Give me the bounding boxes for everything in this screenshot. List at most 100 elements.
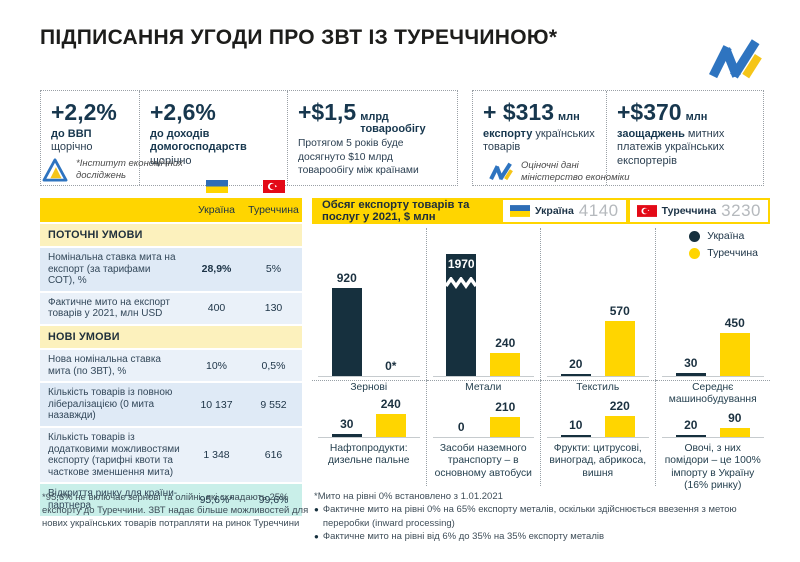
bar-value-label: 240	[380, 397, 401, 412]
ukraine-bar	[560, 373, 591, 376]
ukraine-value: 10%	[205, 359, 227, 372]
bar-group-turkey: 450	[719, 315, 750, 376]
footnote-bullets: ● Фактичне мито на рівні 0% на 65% експор…	[314, 503, 782, 544]
bar-value-label: 0	[457, 420, 465, 434]
table-body: ПОТОЧНІ УМОВИ Номінальна ставка мита на е…	[40, 224, 302, 516]
turkey-dot-icon	[689, 247, 701, 259]
table-section-header: НОВІ УМОВИ	[40, 325, 302, 348]
bar-group-ukraine: 20	[675, 417, 706, 437]
table-section-header: ПОТОЧНІ УМОВИ	[40, 224, 302, 246]
table-header-ukraine: Україна	[197, 204, 236, 216]
stat-customs-savings: +$370 млн заощаджень митних платежів укра…	[606, 91, 763, 185]
bar-value-label: 10	[569, 417, 583, 432]
bar-value-label: 920	[336, 270, 357, 285]
table-header-turkey: Туреччина	[248, 204, 299, 216]
turkey-value: 616	[264, 449, 283, 462]
charts-row-1: 920 0* Зернові 1970 240 Метали 20 570 Текстиль 30…	[312, 228, 771, 405]
chart-plot: 920 0*	[318, 254, 420, 377]
bullet-icon: ●	[314, 532, 319, 542]
stats-group-ministry: + $313 млн експорту українських товарів +…	[472, 90, 764, 186]
bar-group-ukraine: 30	[331, 417, 362, 437]
turkey-value: 99,6%	[258, 493, 289, 506]
stat-value: +$370	[617, 99, 682, 125]
chart-cell: 20 570 Текстиль	[541, 228, 656, 393]
table-row: Фактичне мито на експорт товарів у 2021,…	[40, 292, 302, 324]
total-ukraine-box: Україна 4140	[501, 198, 628, 224]
bar-value-label: 1970	[447, 257, 475, 271]
bar-value-label: 220	[609, 398, 630, 413]
turkey-value: 0,5%	[261, 359, 286, 372]
chart-cell: 0 210 Засоби наземного транспорту – в осно…	[426, 380, 541, 486]
turkey-bar	[719, 332, 750, 376]
ukraine-bar: 1970	[446, 254, 477, 376]
chart-category-label: Метали	[465, 382, 502, 393]
bar-group-turkey: 0*	[376, 359, 406, 376]
bar-value-label: 20	[684, 417, 698, 432]
chart-category-label: Середнє машинобудування	[668, 382, 757, 406]
stat-exports: + $313 млн експорту українських товарів	[483, 99, 595, 154]
bar-value-label: 30	[340, 417, 354, 432]
turkey-bar	[604, 321, 635, 376]
row-label: Відкриття ринку для країни-партнера	[48, 488, 178, 511]
turkey-value: 130	[264, 302, 283, 315]
axis-break-icon	[446, 277, 477, 289]
stat-value: +$1,5	[298, 99, 357, 125]
table-header-row: Україна Туреччина	[40, 198, 302, 222]
chart-category-label: Фрукти: цитрусові, виноград, абрикоса, в…	[549, 443, 647, 479]
table-row: Кількість товарів із повною лібералізаці…	[40, 383, 302, 426]
chart-cell: 20 90 Овочі, з них помідори – це 100% імпо…	[655, 380, 770, 491]
legend-item-ukraine: Україна	[689, 230, 758, 242]
table-header-empty	[40, 198, 188, 222]
turkey-flag-icon	[262, 180, 285, 193]
bullet-icon: ●	[314, 505, 319, 515]
turkey-bar	[490, 353, 521, 376]
bar-value-label: 450	[724, 315, 745, 330]
row-label: Кількість товарів із повною лібералізаці…	[48, 387, 173, 422]
source-ministry: Оціночні дані міністерство економіки	[487, 160, 630, 185]
ukraine-bar	[331, 434, 362, 437]
bar-value-label: 20	[569, 356, 583, 371]
chart-header: Обсяг експорту товарів та послуг у 2021,…	[312, 198, 770, 224]
stat-value: +2,6%	[150, 99, 216, 125]
bar-value-label: 570	[609, 304, 630, 319]
table-row: Нова номінальна ставка мита (по ЗВТ), % 1…	[40, 349, 302, 382]
ukraine-bar	[560, 434, 591, 437]
bar-value-label: 210	[495, 399, 516, 414]
ukraine-value: 95,6%*	[199, 493, 234, 506]
table-row: Номінальна ставка мита на експорт (за та…	[40, 248, 302, 291]
chart-cell: 920 0* Зернові	[312, 228, 427, 393]
ukraine-value: 400	[207, 302, 226, 315]
ministry-checkmark-logo-icon	[704, 34, 762, 87]
benefit-stats-row: +2,2% до ВВП щорічно +2,6% до доходів до…	[40, 90, 764, 186]
legend-item-turkey: Туреччина	[689, 247, 758, 259]
chart-cell: 30 450 Середнє машинобудування	[656, 228, 771, 405]
charts-row-2: 30 240 Нафтопродукти: дизельне пальне 0 210 З…	[312, 380, 770, 491]
chart-legend: Україна Туреччина	[689, 230, 758, 264]
bar-value-label: 0*	[385, 359, 397, 373]
footnote-left: *95,6% не включає зернові та олійні, які…	[42, 492, 309, 529]
row-label: Фактичне мито на експорт товарів у 2021,…	[48, 296, 170, 320]
chart-plot: 20 90	[661, 391, 764, 438]
bar-value-label: 240	[495, 336, 516, 351]
chart-cell: 10 220 Фрукти: цитрусові, виноград, абрико…	[541, 380, 656, 486]
bar-group-turkey: 240	[375, 397, 406, 437]
chart-plot: 30 240	[318, 391, 420, 438]
mini-charts-grid: 920 0* Зернові 1970 240 Метали 20 570 Текстиль 30…	[312, 228, 771, 491]
footnote-bullet-text: Фактичне мито на рівні від 6% до 35% на …	[322, 531, 605, 543]
page-title: ПІДПИСАННЯ УГОДИ ПРО ЗВТ ІЗ ТУРЕЧЧИНОЮ*	[40, 26, 558, 49]
source-ministry-label: Оціночні дані міністерство економіки	[521, 160, 630, 184]
ukraine-value: 1 348	[203, 449, 230, 462]
stat-household-income: +2,6% до доходів домогосподарств щорічно	[139, 91, 287, 185]
total-ukraine-value: 4140	[578, 201, 619, 220]
footnote-duty-note: *Мито на рівні 0% встановлено з 1.01.202…	[314, 491, 503, 502]
source-institute: *Інститут економічних досліджень	[42, 158, 183, 183]
chart-cell: 30 240 Нафтопродукти: дизельне пальне	[312, 380, 427, 486]
ukraine-flag-icon	[205, 180, 228, 193]
bar-group-ukraine: 0	[446, 420, 476, 437]
bar-value-label: 30	[684, 356, 698, 371]
bar-group-ukraine: 30	[675, 356, 706, 376]
chart-category-label: Зернові	[350, 382, 388, 393]
bar-group-ukraine: 920	[331, 270, 362, 376]
chart-title: Обсяг експорту товарів та послуг у 2021,…	[312, 198, 502, 224]
